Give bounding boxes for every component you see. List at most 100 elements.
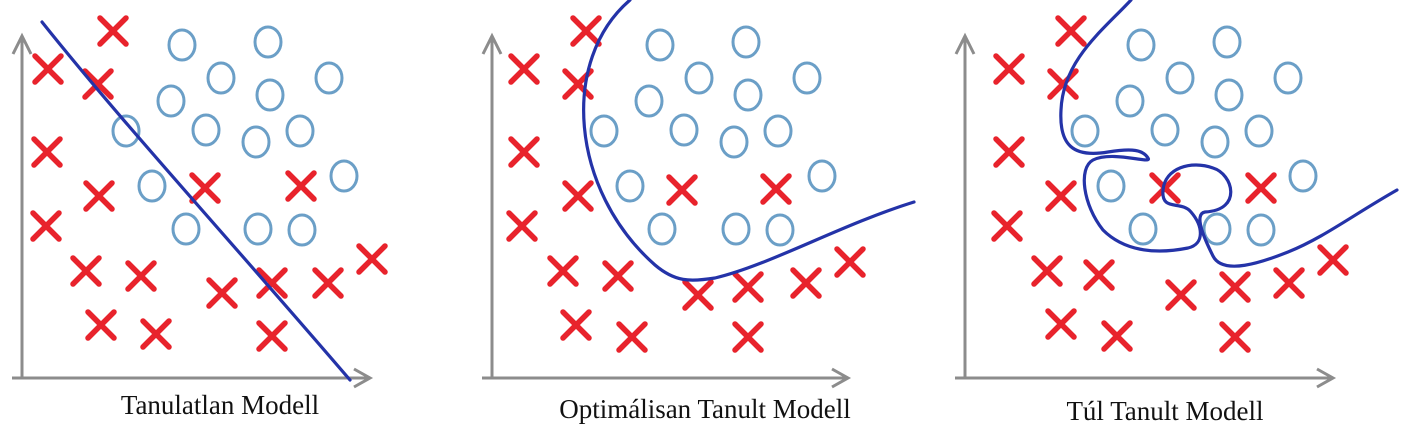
- circle-marker: [1096, 169, 1126, 203]
- circle-marker: [1126, 28, 1156, 62]
- cross-marker: [30, 210, 62, 242]
- y-axis-arrow-icon: [954, 32, 976, 55]
- circle-marker: [255, 78, 285, 112]
- circle-marker: [669, 113, 699, 147]
- circle-marker: [243, 212, 273, 246]
- circle-marker: [1202, 212, 1232, 246]
- panel-underfit: [11, 15, 388, 389]
- crosses: [30, 15, 388, 352]
- cross-marker: [189, 172, 221, 204]
- cross-marker: [1045, 180, 1077, 212]
- cross-marker: [125, 260, 157, 292]
- circle-marker: [111, 114, 141, 148]
- circle-marker: [285, 114, 315, 148]
- cross-marker: [1055, 15, 1087, 47]
- circle-marker: [137, 169, 167, 203]
- cross-marker: [508, 136, 540, 168]
- crosses: [991, 15, 1349, 353]
- cross-marker: [560, 309, 592, 341]
- circle-marker: [684, 61, 714, 95]
- cross-marker: [1165, 279, 1197, 311]
- cross-marker: [82, 68, 114, 100]
- circle-marker: [1200, 125, 1230, 159]
- cross-marker: [70, 255, 102, 287]
- axes: [954, 32, 1337, 389]
- cross-marker: [206, 277, 238, 309]
- cross-marker: [1101, 320, 1133, 352]
- circle-marker: [615, 169, 645, 203]
- circle-marker: [167, 28, 197, 62]
- circle-marker: [1244, 114, 1274, 148]
- cross-marker: [732, 321, 764, 353]
- circle-marker: [807, 159, 837, 193]
- circles: [1070, 25, 1318, 247]
- caption-underfit: Tanulatlan Modell: [120, 390, 320, 420]
- circle-marker: [287, 213, 317, 247]
- circle-marker: [634, 84, 664, 118]
- cross-marker: [85, 309, 117, 341]
- cross-marker: [356, 243, 388, 275]
- circle-marker: [765, 213, 795, 247]
- circle-marker: [589, 114, 619, 148]
- cross-marker: [1219, 271, 1251, 303]
- cross-marker: [1273, 267, 1305, 299]
- cross-marker: [312, 267, 344, 299]
- circle-marker: [721, 212, 751, 246]
- x-axis-arrow-icon: [1316, 367, 1337, 389]
- circle-marker: [1115, 84, 1145, 118]
- circle-marker: [253, 25, 283, 59]
- cross-marker: [1317, 244, 1349, 276]
- circle-marker: [241, 125, 271, 159]
- circle-marker: [171, 212, 201, 246]
- cross-marker: [1031, 255, 1063, 287]
- y-axis-arrow-icon: [481, 32, 503, 55]
- cross-marker: [1045, 308, 1077, 340]
- circles: [111, 25, 359, 247]
- circle-marker: [647, 212, 677, 246]
- y-axis-arrow-icon: [11, 32, 33, 55]
- cross-marker: [256, 267, 288, 299]
- cross-marker: [97, 15, 129, 47]
- cross-marker: [993, 53, 1025, 85]
- cross-marker: [790, 267, 822, 299]
- cross-marker: [732, 271, 764, 303]
- circle-marker: [792, 61, 822, 95]
- circle-marker: [719, 125, 749, 159]
- caption-overfit: Túl Tanult Modell: [1066, 396, 1264, 426]
- cross-marker: [682, 279, 714, 311]
- cross-marker: [285, 170, 317, 202]
- cross-marker: [1047, 68, 1079, 100]
- cross-marker: [256, 320, 288, 352]
- circle-marker: [1288, 159, 1318, 193]
- circle-marker: [206, 61, 236, 95]
- circle-marker: [645, 28, 675, 62]
- cross-marker: [1219, 321, 1251, 353]
- x-axis-arrow-icon: [353, 367, 374, 389]
- axes: [11, 32, 374, 389]
- cross-marker: [547, 255, 579, 287]
- circle-marker: [1212, 25, 1242, 59]
- circle-marker: [314, 61, 344, 95]
- circles: [589, 25, 837, 247]
- circle-marker: [1246, 213, 1276, 247]
- cross-marker: [32, 53, 64, 85]
- cross-marker: [506, 210, 538, 242]
- cross-marker: [562, 180, 594, 212]
- decision-boundary: [1059, 0, 1399, 268]
- circle-marker: [1273, 61, 1303, 95]
- circle-marker: [329, 159, 359, 193]
- cross-marker: [83, 180, 115, 212]
- decision-boundary: [40, 20, 352, 382]
- cross-marker: [1083, 259, 1115, 291]
- circle-marker: [763, 114, 793, 148]
- axes: [481, 32, 852, 389]
- cross-marker: [140, 318, 172, 350]
- circle-marker: [1165, 61, 1195, 95]
- decision-boundary: [582, 0, 916, 282]
- cross-marker: [993, 136, 1025, 168]
- circle-marker: [733, 78, 763, 112]
- cross-marker: [570, 15, 602, 47]
- cross-marker: [602, 260, 634, 292]
- cross-marker: [760, 173, 792, 205]
- circle-marker: [1070, 114, 1100, 148]
